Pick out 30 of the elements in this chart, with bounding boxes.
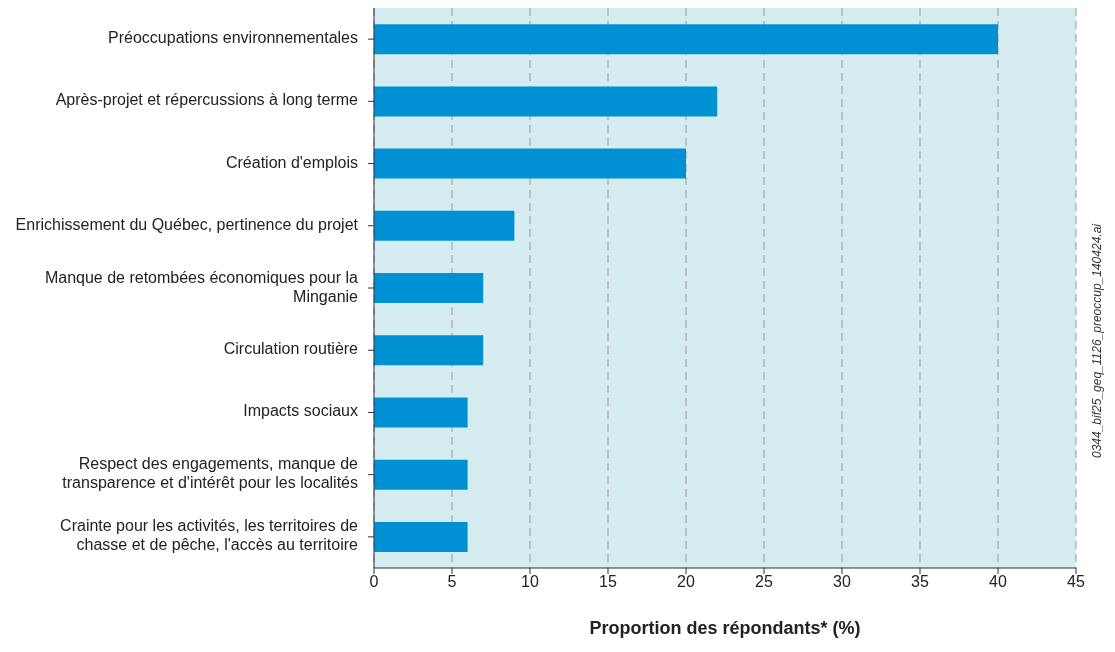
x-tick-label: 40: [989, 573, 1007, 591]
y-tick-label: Manque de retombées économiques pour la Minganie: [44, 268, 359, 305]
y-tick-label: Enrichissement du Québec, pertinence du projet: [15, 216, 359, 234]
bar: [374, 148, 686, 179]
x-tick-label: 35: [911, 573, 929, 591]
y-tick-label: Impacts sociaux: [243, 402, 358, 420]
y-tick-label: Création d'emplois: [225, 153, 358, 171]
y-tick-label: Crainte pour les activités, les territoires de chasse et de pêche, l'accès au territoire: [60, 517, 359, 554]
bar: [374, 459, 468, 490]
y-tick-label: Après-projet et répercussions à long terme: [55, 91, 359, 109]
y-tick-label: Respect des engagements, manque de transparence et d'intérêt pour les localités: [62, 455, 359, 492]
y-tick-label: Circulation routière: [223, 340, 359, 358]
bar: [374, 210, 515, 241]
x-axis-title: Proportion des répondants* (%): [589, 618, 861, 638]
bar: [374, 86, 718, 117]
bar: [374, 521, 468, 552]
x-tick-label: 30: [833, 573, 851, 591]
y-tick-label: Préoccupations environnementales: [108, 29, 358, 47]
bar: [374, 273, 484, 304]
bar: [374, 397, 468, 428]
x-tick-label: 5: [447, 573, 457, 591]
bar: [374, 335, 484, 366]
x-tick-label: 10: [521, 573, 539, 591]
x-tick-label: 25: [755, 573, 773, 591]
bar: [374, 24, 998, 55]
text: 0344_bif25_geq_1126_preoccup_140424.ai: [1090, 224, 1104, 458]
x-tick-label: 20: [677, 573, 695, 591]
x-tick-label: 45: [1067, 573, 1085, 591]
x-tick-label: 0: [369, 573, 379, 591]
x-tick-label: 15: [599, 573, 617, 591]
